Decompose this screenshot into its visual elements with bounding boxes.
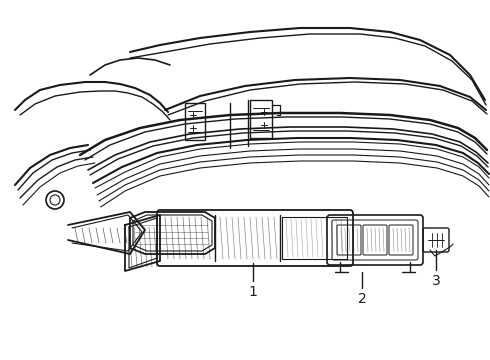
Text: 2: 2	[358, 292, 367, 306]
Text: 1: 1	[248, 285, 257, 299]
Text: 3: 3	[432, 274, 441, 288]
